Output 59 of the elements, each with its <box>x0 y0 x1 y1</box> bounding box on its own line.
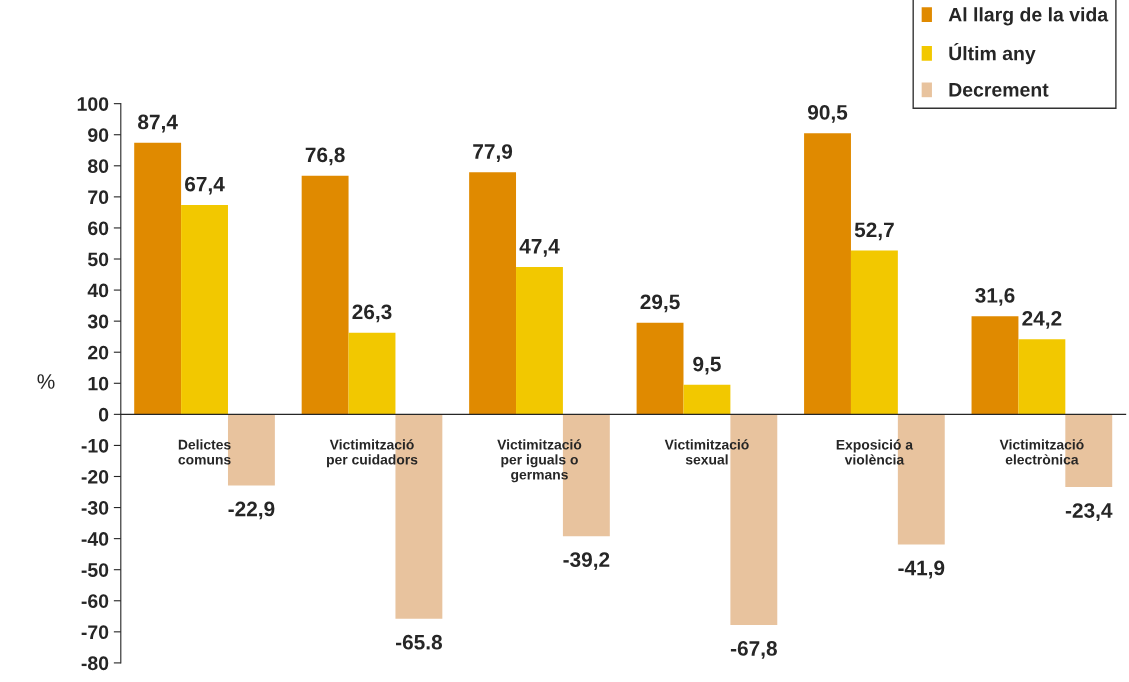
data-label: 29,5 <box>640 294 680 313</box>
x-tick-label: Victimització per iguals o germans <box>497 439 582 483</box>
data-label: 77,9 <box>473 144 513 162</box>
y-axis-title: % <box>37 374 55 389</box>
x-tick-label: Victimització electrònica <box>999 439 1084 465</box>
y-tick-label: -70 <box>81 625 109 640</box>
legend-label: Al llarg de la vida <box>948 7 1109 26</box>
data-label: 52,7 <box>854 222 894 241</box>
data-label: -65.8 <box>395 634 442 650</box>
data-label: 76,8 <box>305 147 345 166</box>
data-label: 24,2 <box>1022 310 1062 329</box>
y-tick-label: -30 <box>81 501 109 515</box>
y-tick-label: 0 <box>98 407 109 422</box>
x-tick-label: Delictes comuns <box>178 439 231 465</box>
x-tick-label: Exposició a violència <box>836 439 914 465</box>
y-tick-label: -10 <box>81 438 109 453</box>
bar <box>516 267 563 415</box>
y-tick-label: 40 <box>87 283 109 298</box>
bar <box>850 250 898 415</box>
data-label: 90,5 <box>807 104 848 123</box>
y-tick-label: -40 <box>81 532 109 546</box>
bar <box>1018 339 1066 415</box>
bar <box>636 322 684 415</box>
data-label: 47,4 <box>519 239 560 257</box>
legend-label: Últim any <box>949 42 1036 65</box>
y-tick-label: -50 <box>81 563 109 577</box>
x-tick-label: Victimització per cuidadors <box>327 439 418 468</box>
legend-label: Decrement <box>949 83 1049 97</box>
y-tick-label: 60 <box>88 221 109 236</box>
bar <box>804 133 851 415</box>
bar <box>181 204 228 415</box>
data-label: -23,4 <box>1065 503 1113 521</box>
bar <box>683 384 731 415</box>
y-tick-label: -80 <box>81 656 109 671</box>
y-tick-label: 100 <box>77 97 109 111</box>
y-tick-label: 70 <box>88 190 109 205</box>
data-label: 26,3 <box>352 304 392 323</box>
data-label: -41,9 <box>898 560 945 579</box>
bar <box>348 332 396 415</box>
data-label: 31,6 <box>975 287 1015 306</box>
y-tick-label: 80 <box>87 159 109 174</box>
data-label: 67,4 <box>185 176 225 195</box>
y-tick-label: -60 <box>81 594 109 608</box>
data-label: -67,8 <box>730 641 777 659</box>
bar <box>134 142 182 415</box>
bar <box>971 316 1019 415</box>
data-label: -39,2 <box>563 552 610 570</box>
y-tick-label: 10 <box>88 376 109 391</box>
y-tick-label: 20 <box>88 345 109 360</box>
y-tick-label: 30 <box>87 314 109 329</box>
bar <box>469 172 517 415</box>
y-tick-label: 90 <box>88 128 109 142</box>
bar <box>301 175 349 415</box>
y-tick-label: -20 <box>81 469 109 484</box>
data-label: -22,9 <box>228 501 275 520</box>
data-label: 9,5 <box>693 356 721 375</box>
x-tick-label: Victimització sexual <box>664 439 749 465</box>
data-label: 87,4 <box>138 114 178 133</box>
y-tick-label: 50 <box>87 252 109 267</box>
